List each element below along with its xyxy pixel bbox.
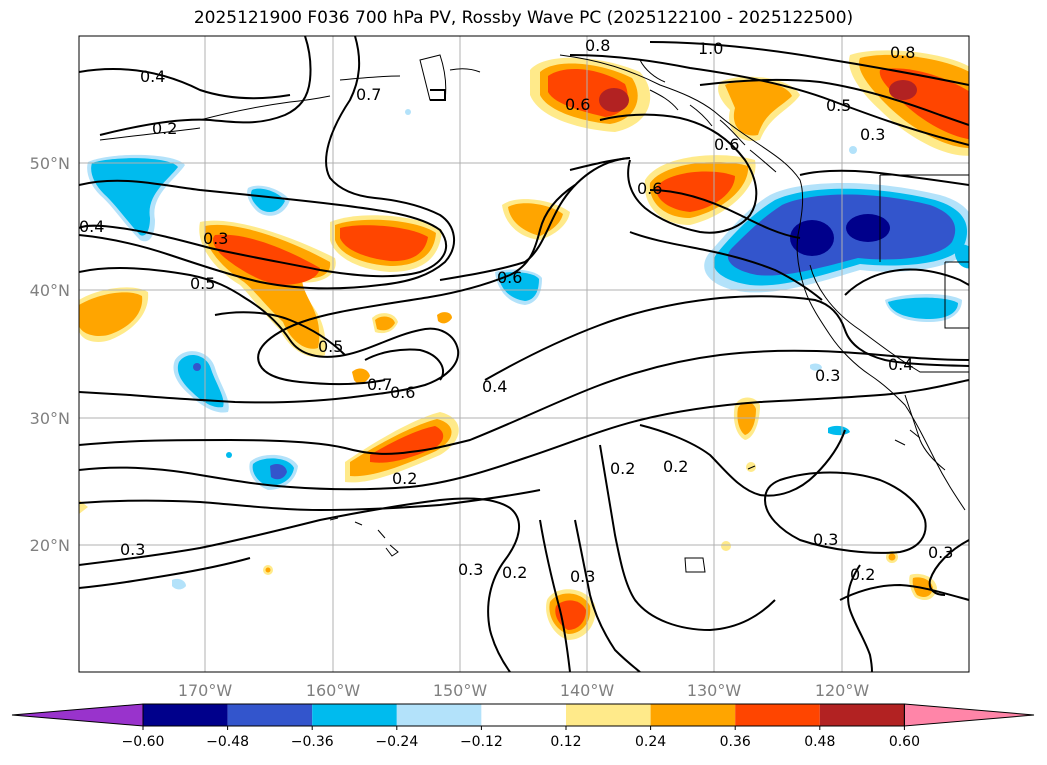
colorbar-tick-label: 0.60 [889,734,920,750]
contour-labels: 0.4 0.2 0.4 0.3 0.5 0.5 0.7 0.6 0.4 0.6 … [79,36,953,586]
contour-label: 0.8 [890,43,915,62]
colorbar-tick-label: 0.36 [720,734,751,750]
contour-label: 0.2 [610,459,635,478]
contour-label: 0.8 [585,36,610,55]
latitude-labels: 50°N 40°N 30°N 20°N [30,154,70,555]
colorbar-tick-label: −0.48 [206,734,249,750]
contour-label: 0.6 [390,383,415,402]
colorbar-bin [566,704,651,726]
contour-label: 0.3 [815,366,840,385]
map-frame [78,35,970,673]
colorbar-bin [819,704,905,726]
lon-label: 140°W [560,681,615,700]
colorbar-extend-max [903,703,1035,727]
lon-label: 130°W [687,681,742,700]
colorbar-tick-label: 0.48 [804,734,835,750]
contour-label: 0.5 [190,274,215,293]
contour-label: 0.5 [318,337,343,356]
contour-label: 0.4 [79,217,104,236]
contour-label: 0.2 [152,119,177,138]
contour-label: 0.3 [570,567,595,586]
lon-label: 160°W [306,681,361,700]
colorbar-tick-label: −0.36 [291,734,334,750]
colorbar-tick-label: −0.24 [375,734,418,750]
colorbar-outline [142,703,905,727]
contour-label: 0.7 [367,375,392,394]
contour-label: 0.3 [928,543,953,562]
gridlines [79,36,969,672]
contour-label: 1.0 [698,39,723,58]
colorbar-bin [143,704,228,726]
contour-label: 0.6 [565,95,590,114]
colorbar-tick-label: −0.12 [460,734,503,750]
colorbar: −0.60 −0.48 −0.36 −0.24 −0.12 0.12 0.24 0.36 0.4… [11,703,1035,750]
contour-label: 0.2 [502,563,527,582]
contour-label: 0.3 [813,530,838,549]
map-title: 2025121900 F036 700 hPa PV, Rossby Wave … [193,8,854,28]
contour-label: 0.2 [392,469,417,488]
colorbar-bin [650,704,736,726]
lon-label: 120°W [815,681,870,700]
colorbar-bin [312,704,397,726]
contour-label: 0.6 [714,135,739,154]
contour-label: 0.2 [663,457,688,476]
colorbar-tick-label: −0.60 [122,734,165,750]
negative-anomaly-shading [87,109,969,590]
contour-label: 0.4 [888,355,913,374]
colorbar-bin [396,704,482,726]
colorbar-tick-label: 0.24 [635,734,666,750]
colorbar-bin [481,704,566,726]
lon-label: 150°W [433,681,488,700]
map-area [79,36,969,672]
lat-label: 20°N [30,536,70,555]
contour-label: 0.6 [497,268,522,287]
positive-anomaly-shading [79,50,969,640]
contour-label: 0.4 [140,67,165,86]
contour-label: 0.7 [356,85,381,104]
colorbar-bin [227,704,313,726]
lat-label: 40°N [30,281,70,300]
colorbar-tick-label: 0.12 [550,734,581,750]
contour-label: 0.4 [482,377,507,396]
colorbar-extend-min [11,703,144,727]
contour-label: 0.3 [458,560,483,579]
contour-label: 0.5 [826,96,851,115]
map-content: 0.4 0.2 0.4 0.3 0.5 0.5 0.7 0.6 0.4 0.6 … [79,36,969,672]
contour-label: 0.3 [120,540,145,559]
contour-label: 0.3 [860,125,885,144]
pv-contours [79,36,969,672]
contour-label: 0.6 [637,179,662,198]
lat-label: 30°N [30,409,70,428]
lon-label: 170°W [178,681,233,700]
contour-label: 0.2 [850,565,875,584]
colorbar-bin [735,704,820,726]
longitude-labels: 170°W 160°W 150°W 140°W 130°W 120°W [178,681,870,700]
contour-label: 0.3 [203,229,228,248]
lat-label: 50°N [30,154,70,173]
